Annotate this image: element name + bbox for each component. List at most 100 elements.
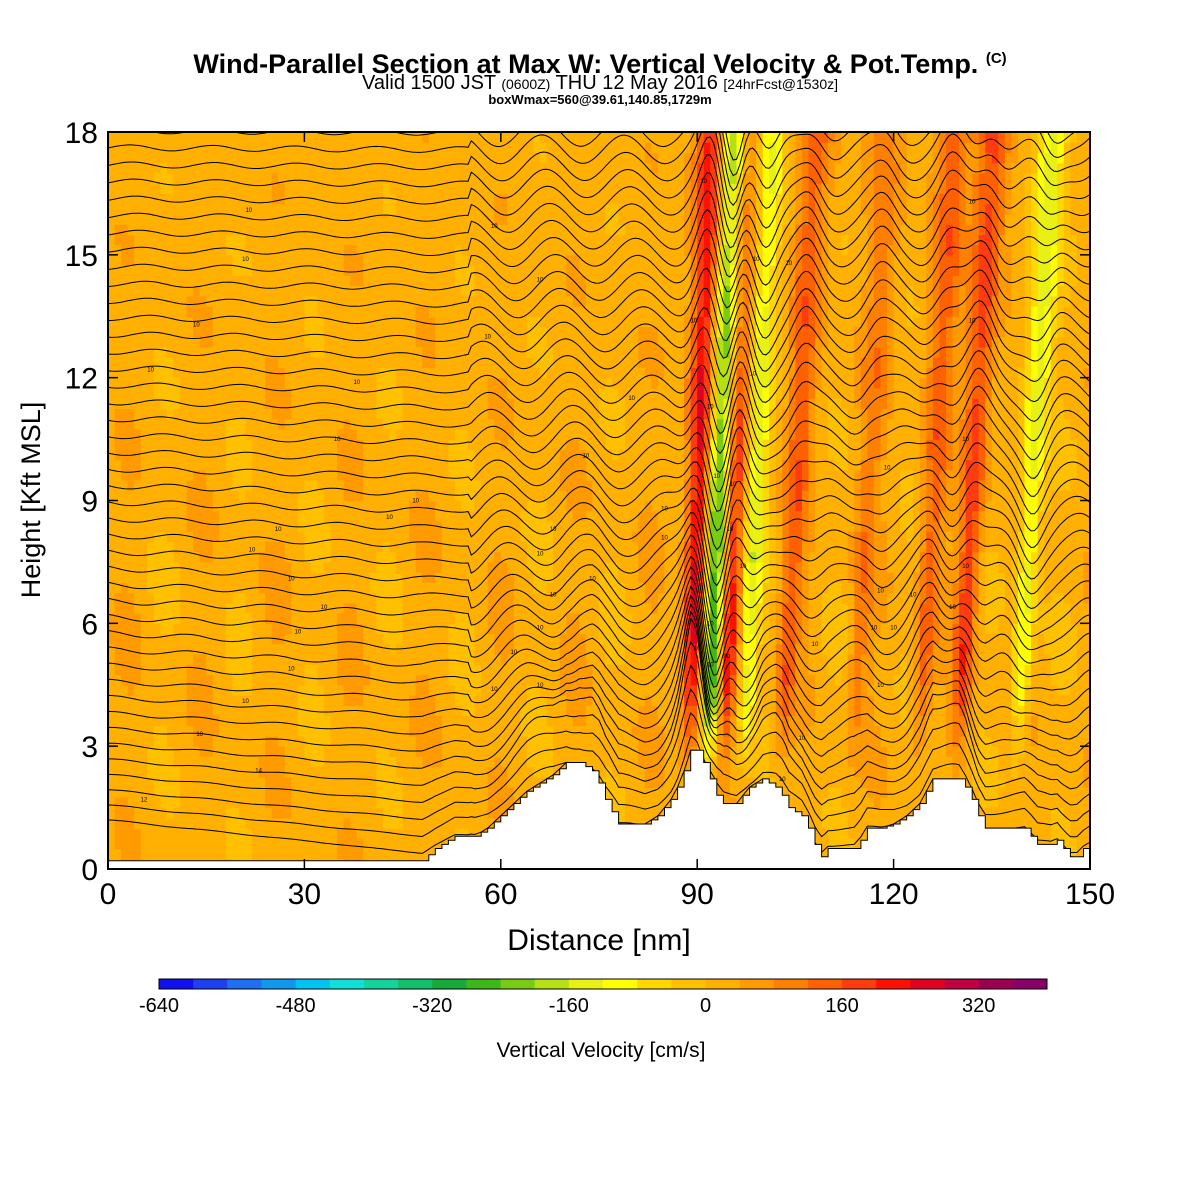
velocity-cell bbox=[180, 705, 188, 717]
velocity-cell bbox=[500, 387, 508, 399]
velocity-cell bbox=[265, 838, 273, 850]
velocity-cell bbox=[474, 807, 482, 819]
velocity-cell bbox=[540, 633, 548, 645]
velocity-cell bbox=[258, 633, 266, 645]
velocity-cell bbox=[428, 725, 436, 737]
velocity-cell bbox=[134, 500, 142, 512]
velocity-cell bbox=[219, 613, 227, 624]
velocity-cell bbox=[448, 684, 456, 696]
velocity-cell bbox=[245, 295, 253, 307]
velocity-cell bbox=[153, 254, 161, 266]
velocity-cell bbox=[448, 152, 456, 164]
velocity-cell bbox=[343, 817, 351, 829]
velocity-cell bbox=[441, 418, 450, 430]
velocity-cell bbox=[206, 326, 214, 338]
velocity-cell bbox=[422, 377, 430, 389]
velocity-cell bbox=[337, 520, 345, 532]
velocity-cell bbox=[193, 326, 201, 338]
velocity-cell bbox=[140, 469, 148, 481]
velocity-cell bbox=[304, 428, 312, 440]
velocity-cell bbox=[481, 377, 489, 389]
velocity-cell bbox=[396, 418, 404, 430]
velocity-cell bbox=[454, 234, 463, 246]
velocity-cell bbox=[350, 643, 358, 655]
velocity-cell bbox=[389, 142, 397, 154]
velocity-cell bbox=[409, 203, 417, 215]
velocity-cell bbox=[140, 162, 148, 174]
velocity-cell bbox=[232, 756, 240, 768]
velocity-cell bbox=[252, 336, 260, 348]
velocity-cell bbox=[507, 254, 515, 266]
velocity-cell bbox=[382, 664, 391, 676]
velocity-cell bbox=[487, 613, 495, 624]
velocity-cell bbox=[258, 449, 266, 461]
velocity-cell bbox=[166, 592, 175, 604]
velocity-cell bbox=[173, 776, 181, 788]
velocity-cell bbox=[310, 756, 319, 768]
velocity-cell bbox=[127, 295, 135, 307]
velocity-cell bbox=[232, 602, 240, 614]
velocity-cell bbox=[468, 459, 476, 471]
velocity-cell bbox=[337, 418, 345, 430]
velocity-cell bbox=[396, 244, 404, 256]
velocity-cell bbox=[343, 142, 351, 154]
velocity-cell bbox=[487, 664, 495, 676]
velocity-cell bbox=[317, 654, 325, 665]
velocity-cell bbox=[206, 132, 214, 143]
velocity-cell bbox=[428, 265, 436, 276]
velocity-cell bbox=[121, 776, 129, 788]
velocity-cell bbox=[206, 766, 214, 778]
velocity-cell bbox=[376, 285, 384, 297]
velocity-cell bbox=[422, 838, 430, 850]
velocity-cell bbox=[160, 582, 168, 594]
velocity-cell bbox=[252, 367, 260, 379]
velocity-cell bbox=[232, 377, 240, 389]
velocity-cell bbox=[382, 193, 391, 205]
velocity-cell bbox=[166, 828, 175, 839]
velocity-cell bbox=[284, 787, 292, 798]
velocity-cell bbox=[193, 623, 201, 635]
velocity-cell bbox=[291, 428, 299, 440]
velocity-cell bbox=[180, 715, 188, 727]
velocity-cell bbox=[121, 172, 129, 184]
velocity-cell bbox=[199, 490, 207, 502]
velocity-cell bbox=[487, 776, 495, 788]
velocity-cell bbox=[454, 654, 463, 665]
velocity-cell bbox=[265, 746, 273, 758]
velocity-cell bbox=[284, 848, 292, 860]
velocity-cell bbox=[212, 572, 220, 583]
velocity-cell bbox=[108, 776, 116, 788]
velocity-cell bbox=[310, 172, 319, 184]
velocity-cell bbox=[153, 684, 161, 696]
velocity-cell bbox=[363, 295, 371, 307]
velocity-cell bbox=[500, 602, 508, 614]
velocity-cell bbox=[409, 520, 417, 532]
velocity-cell bbox=[127, 592, 135, 604]
velocity-cell bbox=[520, 510, 528, 522]
velocity-cell bbox=[382, 367, 391, 379]
velocity-cell bbox=[317, 469, 325, 481]
velocity-cell bbox=[304, 183, 312, 195]
velocity-cell bbox=[140, 234, 148, 246]
velocity-cell bbox=[284, 776, 292, 788]
velocity-cell bbox=[225, 183, 233, 195]
velocity-cell bbox=[540, 234, 548, 246]
velocity-cell bbox=[114, 213, 122, 225]
velocity-cell bbox=[376, 828, 384, 839]
velocity-cell bbox=[546, 234, 554, 246]
velocity-cell bbox=[271, 213, 279, 225]
velocity-cell bbox=[382, 848, 391, 860]
velocity-cell bbox=[134, 387, 142, 399]
velocity-cell bbox=[330, 664, 338, 676]
velocity-cell bbox=[540, 572, 548, 583]
velocity-cell bbox=[382, 654, 391, 665]
velocity-cell bbox=[382, 787, 391, 798]
velocity-cell bbox=[252, 756, 260, 768]
velocity-cell bbox=[500, 265, 508, 276]
velocity-cell bbox=[245, 623, 253, 635]
velocity-cell bbox=[402, 254, 410, 266]
velocity-cell bbox=[487, 172, 495, 184]
velocity-cell bbox=[474, 295, 482, 307]
velocity-cell bbox=[546, 705, 554, 717]
velocity-cell bbox=[553, 285, 561, 297]
